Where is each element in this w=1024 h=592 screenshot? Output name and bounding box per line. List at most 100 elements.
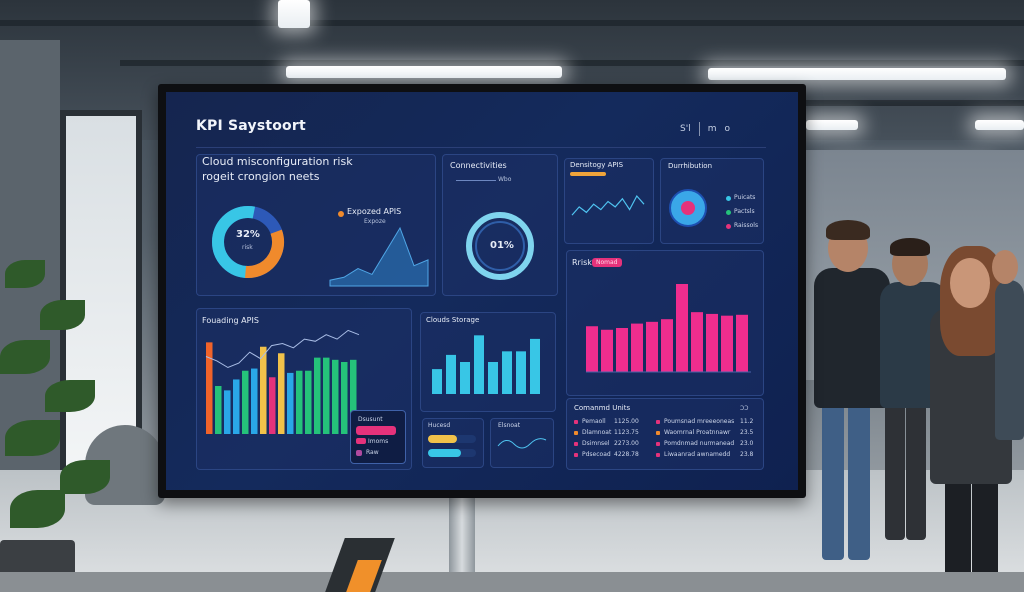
- donut-sub: risk: [242, 244, 253, 251]
- connectivity-sub: Wbo: [498, 176, 512, 183]
- plant-leaf: [45, 380, 95, 412]
- command-row-value: 4228.78: [614, 451, 639, 458]
- connectivity-value: 01%: [490, 240, 514, 251]
- risk-bar: [691, 312, 703, 372]
- storage-bar: [516, 351, 526, 394]
- pie-segment-pink: [681, 201, 695, 215]
- storage-bar: [474, 335, 484, 394]
- dashboard-title: KPI Saystoort: [196, 118, 306, 134]
- plant-leaf: [5, 260, 45, 288]
- ceiling-light: [708, 68, 1006, 80]
- risk-bar: [586, 326, 598, 372]
- command-row-dot-2: [656, 453, 660, 457]
- command-row-dot: [574, 453, 578, 457]
- settings-icon[interactable]: o: [724, 124, 730, 134]
- command-row-desc: Pomdnmad nurmanead: [664, 440, 735, 447]
- trending-bar: [224, 390, 231, 434]
- trending-bar-chart: [205, 329, 360, 434]
- header-rule: [196, 147, 766, 148]
- command-card[interactable]: [566, 398, 764, 470]
- command-row-dot-2: [656, 431, 660, 435]
- plant-leaf: [60, 460, 110, 494]
- trending-bar: [323, 357, 330, 434]
- trending-title: Fouading APIS: [202, 316, 259, 325]
- storage-bar: [502, 351, 512, 394]
- command-row-score: 23.0: [740, 440, 754, 447]
- trending-bar: [269, 377, 276, 434]
- command-row-desc: Waomrnal Proatnnawr: [664, 429, 731, 436]
- command-row-score: 11.2: [740, 418, 754, 425]
- distribution-legend-1: Puicats: [734, 194, 756, 201]
- command-row-dot-2: [656, 442, 660, 446]
- spark-line-chart: [497, 438, 547, 449]
- trending-bar: [296, 370, 303, 434]
- trending-bar: [341, 362, 348, 434]
- storage-bar: [460, 362, 470, 394]
- desk: [0, 572, 1024, 592]
- building-icon[interactable]: m: [707, 124, 717, 134]
- risk-bar: [661, 319, 673, 372]
- trending-bar: [287, 372, 294, 434]
- popup-item-3: Raw: [366, 449, 379, 456]
- command-row-name: Dsimnsel: [582, 440, 610, 447]
- legend-dot-cyan: [726, 196, 731, 201]
- ceiling-light: [975, 120, 1024, 130]
- legend-dot-pink: [726, 224, 731, 229]
- command-row-dot-2: [656, 420, 660, 424]
- storage-bar: [446, 354, 456, 394]
- command-row-score: 23.8: [740, 451, 754, 458]
- header-icons: S'l m o: [680, 122, 730, 136]
- risk-donut-chart: [212, 206, 284, 278]
- ceiling-light: [278, 0, 310, 28]
- popup-item-1: Dsusunt: [358, 416, 383, 423]
- plant-leaf: [10, 490, 65, 528]
- risk-bar: [706, 313, 718, 372]
- risk-bar: [721, 315, 733, 372]
- risk-bar: [631, 323, 643, 372]
- risk-bar: [616, 328, 628, 372]
- dashboard-screen: KPI Saystoort S'l m o Cloud misconfigura…: [166, 92, 798, 490]
- connectivity-title: Connectivities: [450, 161, 507, 170]
- header-divider: [698, 122, 700, 136]
- distribution-legend-3: Raissols: [734, 222, 759, 229]
- exposed-apis-sub: Expoze: [364, 218, 386, 225]
- connectivity-card[interactable]: [442, 154, 558, 296]
- trending-bar: [350, 359, 357, 434]
- trending-line: [205, 329, 360, 369]
- distribution-legend-2: Pactsls: [734, 208, 755, 215]
- trending-bar: [206, 342, 213, 434]
- spark-label: Elsnoat: [498, 422, 521, 429]
- cloud-risk-subtitle: rogeit crongion neets: [202, 170, 320, 183]
- command-row-name: Dlamnoat: [582, 429, 612, 436]
- plant-leaf: [5, 420, 60, 456]
- progress-card[interactable]: [422, 418, 484, 468]
- monitor: KPI Saystoort S'l m o Cloud misconfigura…: [158, 84, 806, 498]
- command-row-score: 23.5: [740, 429, 754, 436]
- legend-dot-orange: [338, 211, 344, 217]
- popup-pink-bar: [356, 426, 396, 435]
- distribution-card[interactable]: [660, 158, 764, 244]
- ceiling-light: [806, 120, 858, 130]
- command-row-desc: Poumsnad mreeeoneas: [664, 418, 735, 425]
- command-row-dot: [574, 442, 578, 446]
- storage-bar: [530, 338, 540, 394]
- command-row-value: 1123.75: [614, 429, 639, 436]
- exposed-apis-label: Expozed APIS: [347, 207, 402, 216]
- trending-bar: [233, 379, 240, 434]
- risk-badge: Nomad: [592, 258, 622, 267]
- profile-icon[interactable]: S'l: [680, 124, 691, 134]
- ceiling-beam: [0, 20, 1024, 26]
- trending-bar: [332, 359, 339, 434]
- ring-inner: [475, 221, 525, 271]
- ceiling-beam: [120, 60, 1024, 66]
- density-title: Densitogy APIS: [570, 161, 624, 169]
- popup-item-2: Imoms: [368, 438, 389, 445]
- command-row-dot: [574, 431, 578, 435]
- risk-bar: [601, 329, 613, 372]
- risk-bar: [676, 284, 688, 372]
- command-row-desc: Liwaanrad awnamedd: [664, 451, 731, 458]
- command-title: Comanmd Units: [574, 404, 631, 412]
- donut-value: 32%: [236, 229, 260, 240]
- command-row-name: Pemaoll: [582, 418, 606, 425]
- command-header-score: ƆƆ: [740, 405, 749, 412]
